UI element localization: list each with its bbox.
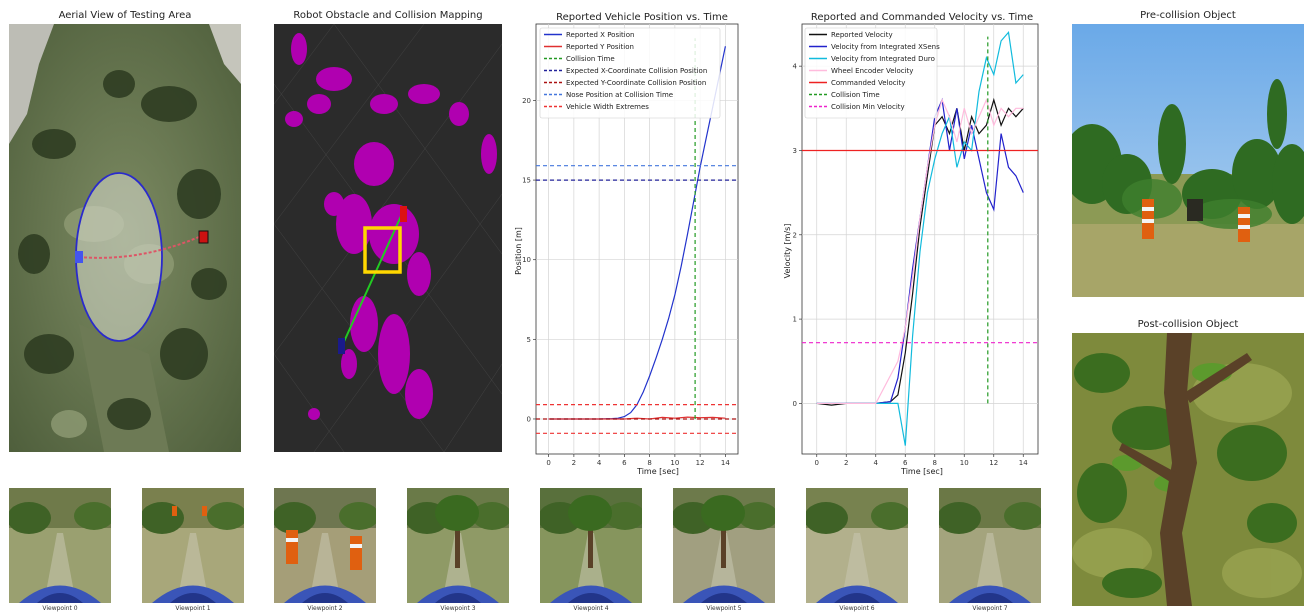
viewpoint-label: Viewpoint 4 [573,605,609,612]
viewpoint-label: Viewpoint 1 [175,605,211,612]
viewpoint-label: Viewpoint 3 [440,605,476,612]
x-tick-label: 0 [546,459,550,467]
aerial-path [78,236,200,259]
x-tick-label: 4 [597,459,602,467]
legend-label: Wheel Encoder Velocity [831,67,913,75]
y-axis-label: Position [m] [514,227,523,275]
y-axis-label: Velocity [m/s] [783,224,792,279]
y-tick-label: 20 [522,97,531,105]
aerial-end-marker [198,230,209,244]
legend-label: Reported Velocity [831,31,893,39]
traffic-barrel-icon [1142,199,1154,239]
legend-label: Expected X-Coordinate Collision Position [566,67,707,75]
pre-collision-photo [1072,24,1304,297]
y-tick-label: 4 [793,63,798,71]
y-tick-label: 15 [522,177,531,185]
x-tick-label: 2 [572,459,576,467]
traffic-barrel-icon [1238,207,1250,242]
robot-icon [1187,199,1203,221]
viewpoint-image [142,488,244,603]
x-tick-label: 14 [1019,459,1028,467]
x-tick-label: 6 [622,459,627,467]
x-tick-label: 0 [815,459,819,467]
y-tick-label: 5 [527,336,531,344]
series-line [816,98,1024,404]
x-axis-label: Time [sec] [636,467,679,476]
position-chart: Reported Vehicle Position vs. Time 0 2 4 6 8… [514,12,739,476]
x-tick-label: 14 [721,459,730,467]
viewpoint-label: Viewpoint 2 [307,605,343,612]
map-robot-end [400,206,407,222]
aerial-view-title: Aerial View of Testing Area [58,10,192,21]
viewpoint-image [540,488,642,603]
mapping-title: Robot Obstacle and Collision Mapping [293,10,483,21]
series-line [816,31,1024,446]
legend-label: Collision Time [831,91,880,99]
y-tick-label: 10 [522,256,531,264]
y-tick-label: 2 [793,231,797,239]
aerial-view-image [9,24,241,452]
y-tick-label: 3 [793,147,797,155]
legend: Reported X Position Reported Y Position Co… [539,27,721,119]
map-collision-box [363,226,402,274]
legend-label: Collision Time [566,55,615,63]
viewpoint-label: Viewpoint 5 [706,605,742,612]
x-tick-label: 12 [696,459,705,467]
legend-label: Collision Min Velocity [831,103,905,111]
tree-trunk [1160,333,1197,606]
x-tick-label: 2 [844,459,848,467]
x-tick-label: 4 [874,459,879,467]
legend-label: Velocity from Integrated Duro [831,55,935,63]
legend-label: Commanded Velocity [831,79,905,87]
y-tick-label: 0 [793,400,797,408]
obstacle-clusters [285,33,497,420]
viewpoint-label: Viewpoint 6 [839,605,875,612]
post-collision-title: Post-collision Object [1137,319,1239,330]
aerial-start-marker [75,251,83,263]
x-axis-label: Time [sec] [900,467,943,476]
map-robot-path [341,213,403,347]
y-tick-label: 1 [793,316,797,324]
legend-label: Vehicle Width Extremes [566,103,649,111]
legend-label: Expected Y-Coordinate Collision Position [566,79,706,87]
legend-label: Reported X Position [566,31,634,39]
viewpoint-image [673,488,775,603]
mapping-image [274,24,502,452]
legend: Reported Velocity Velocity from Integrate… [804,27,940,119]
legend-label: Velocity from Integrated XSens [831,43,940,51]
pre-collision-title: Pre-collision Object [1140,10,1236,21]
viewpoint-image [407,488,509,603]
legend-label: Nose Position at Collision Time [566,91,673,99]
map-robot-start [338,338,345,354]
viewpoint-image [9,488,111,603]
viewpoint-image [939,488,1041,603]
x-tick-label: 8 [933,459,937,467]
chart-title: Reported and Commanded Velocity vs. Time [811,12,1033,23]
x-tick-label: 12 [989,459,998,467]
viewpoint-image [274,488,376,603]
viewpoint-label: Viewpoint 7 [972,605,1008,612]
x-tick-label: 10 [960,459,969,467]
viewpoint-label: Viewpoint 0 [42,605,78,612]
x-tick-label: 10 [670,459,679,467]
legend-label: Reported Y Position [566,43,634,51]
velocity-chart: Reported and Commanded Velocity vs. Time… [783,12,1039,476]
y-tick-label: 0 [527,415,531,423]
x-tick-label: 6 [903,459,908,467]
post-collision-photo [1072,333,1304,606]
chart-title: Reported Vehicle Position vs. Time [556,12,728,23]
viewpoint-image [806,488,908,603]
x-tick-label: 8 [647,459,651,467]
